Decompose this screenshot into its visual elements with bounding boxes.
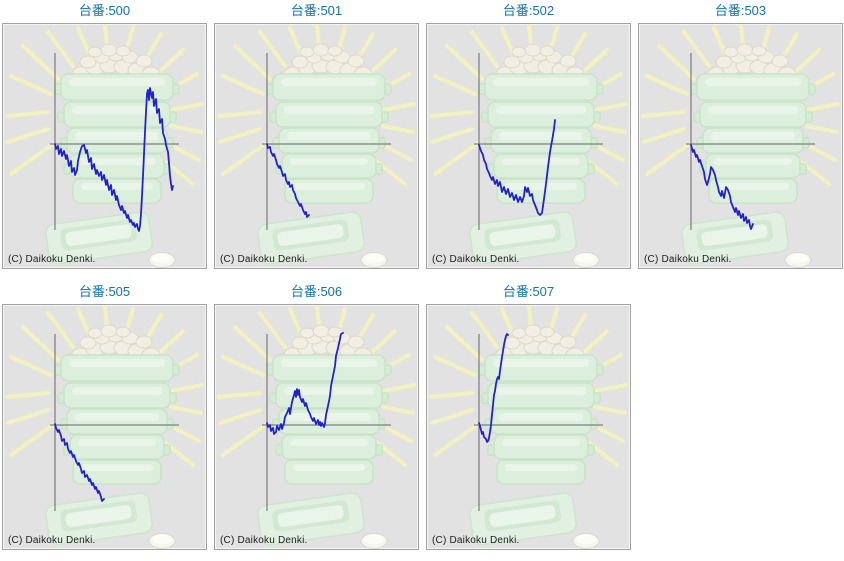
machine-panel: 台番:505 (C) Daikoku Denki. — [2, 283, 207, 550]
chart-area: (C) Daikoku Denki. — [214, 304, 419, 550]
machine-panel: 台番:502 (C) Daikoku Denki. — [426, 2, 631, 269]
panel-title[interactable]: 台番:507 — [502, 284, 555, 299]
panel-title[interactable]: 台番:501 — [290, 3, 343, 18]
machine-watermark — [5, 305, 204, 549]
trend-chart — [5, 305, 204, 549]
trend-chart — [641, 24, 840, 268]
trend-chart — [5, 24, 204, 268]
panel-title[interactable]: 台番:506 — [290, 284, 343, 299]
chart-area: (C) Daikoku Denki. — [638, 23, 843, 269]
panel-title[interactable]: 台番:503 — [714, 3, 767, 18]
trend-chart — [217, 24, 416, 268]
machine-panel: 台番:506 (C) Daikoku Denki. — [214, 283, 419, 550]
trend-line — [266, 332, 344, 435]
copyright-label: (C) Daikoku Denki. — [8, 535, 96, 546]
panel-title[interactable]: 台番:502 — [502, 3, 555, 18]
machine-watermark — [217, 305, 416, 549]
trend-line — [54, 87, 174, 232]
machine-watermark — [217, 24, 416, 268]
trend-line — [478, 333, 509, 443]
machine-panel: 台番:500 (C) Daikoku Denki. — [2, 2, 207, 269]
chart-area: (C) Daikoku Denki. — [426, 23, 631, 269]
trend-chart — [217, 305, 416, 549]
machine-panel: 台番:507 (C) Daikoku Denki. — [426, 283, 631, 550]
copyright-label: (C) Daikoku Denki. — [220, 535, 308, 546]
copyright-label: (C) Daikoku Denki. — [8, 254, 96, 265]
copyright-label: (C) Daikoku Denki. — [432, 535, 520, 546]
chart-area: (C) Daikoku Denki. — [2, 304, 207, 550]
chart-area: (C) Daikoku Denki. — [426, 304, 631, 550]
machine-panel: 台番:503 (C) Daikoku Denki. — [638, 2, 843, 269]
machine-watermark — [429, 24, 628, 268]
machine-watermark — [429, 305, 628, 549]
trend-chart — [429, 24, 628, 268]
panel-title[interactable]: 台番:500 — [78, 3, 131, 18]
machine-panel: 台番:501 (C) Daikoku Denki. — [214, 2, 419, 269]
copyright-label: (C) Daikoku Denki. — [644, 254, 732, 265]
panel-title[interactable]: 台番:505 — [78, 284, 131, 299]
copyright-label: (C) Daikoku Denki. — [220, 254, 308, 265]
chart-area: (C) Daikoku Denki. — [2, 23, 207, 269]
trend-line — [54, 423, 105, 502]
trend-line — [690, 144, 754, 230]
trend-line — [266, 143, 310, 218]
trend-line — [478, 119, 556, 216]
copyright-label: (C) Daikoku Denki. — [432, 254, 520, 265]
machine-watermark — [641, 24, 840, 268]
chart-area: (C) Daikoku Denki. — [214, 23, 419, 269]
machine-watermark — [5, 24, 204, 268]
trend-chart — [429, 305, 628, 549]
